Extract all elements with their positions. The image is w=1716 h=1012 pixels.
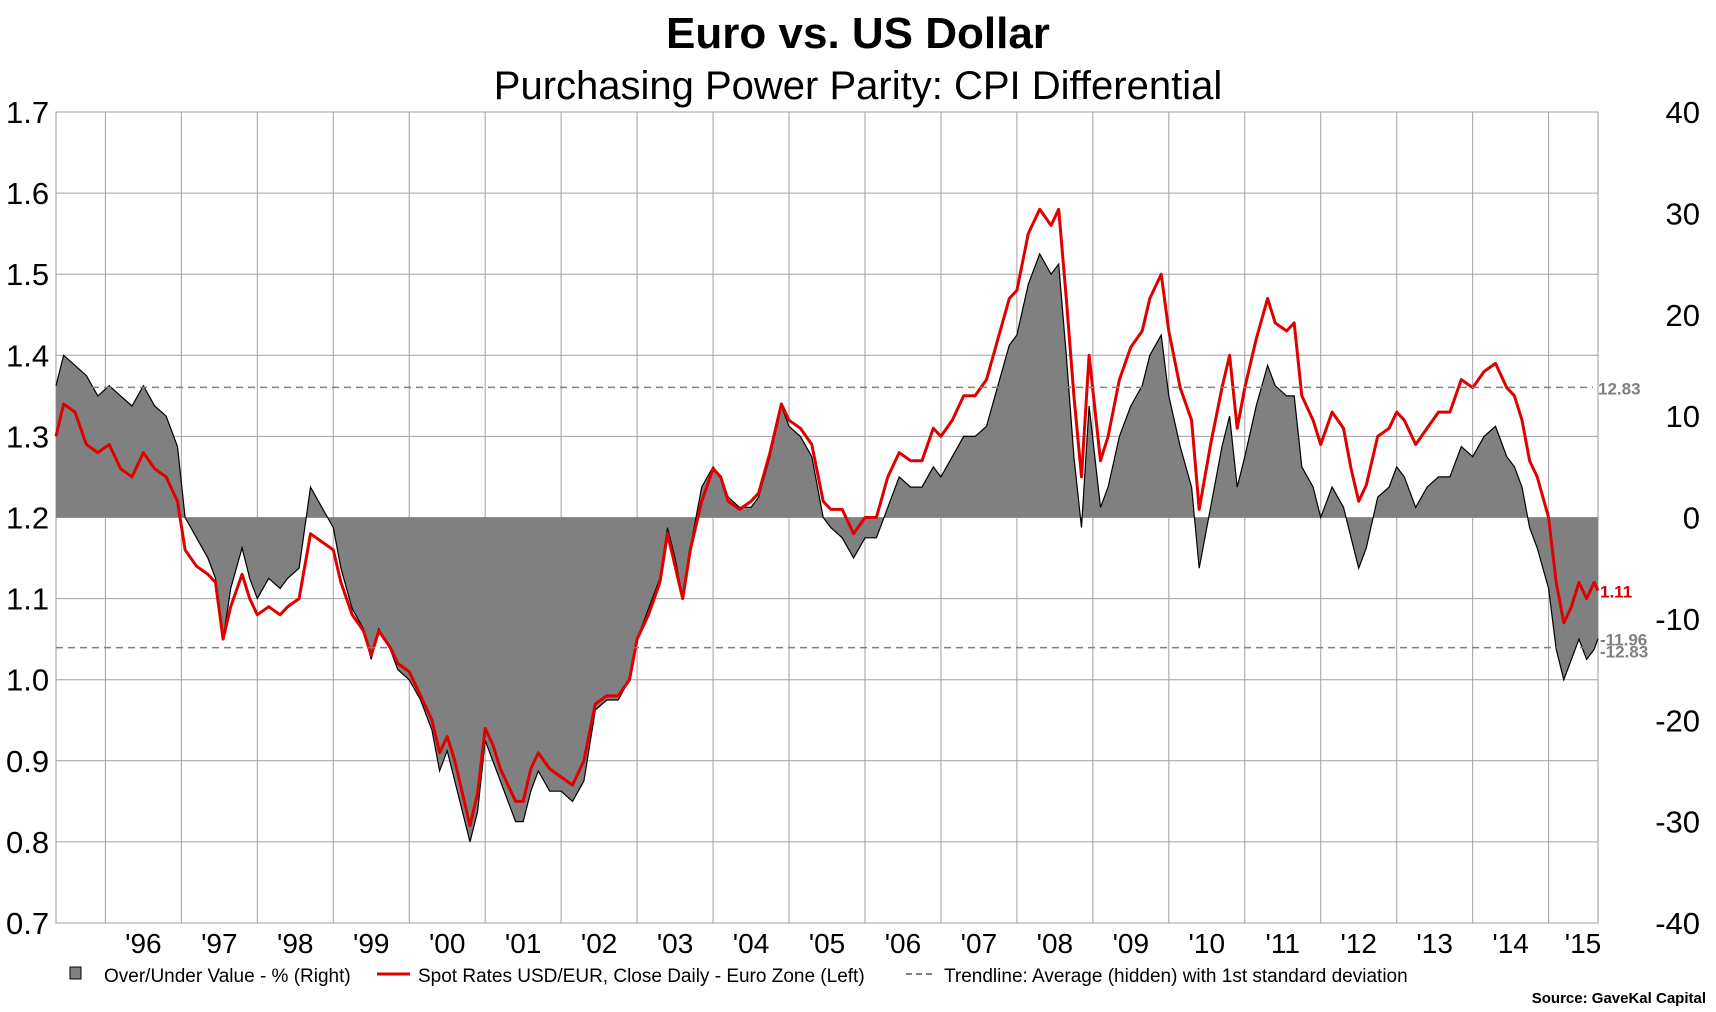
legend-label-over-under: Over/Under Value - % (Right): [104, 966, 351, 987]
x-axis-tick-label: '97: [201, 928, 238, 959]
right-axis-tick-label: -40: [1655, 906, 1700, 941]
chart-title: Euro vs. US Dollar: [666, 9, 1050, 58]
left-axis-ticks: 0.7 0.8 0.9 1.0 1.1 1.2 1.3 1.4 1.5 1.6 1.7: [6, 95, 49, 941]
x-axis-tick-label: '10: [1189, 928, 1226, 959]
x-axis-tick-label: '96: [125, 928, 162, 959]
left-axis-tick-label: 0.7: [6, 906, 49, 941]
right-axis-tick-label: 10: [1666, 399, 1700, 434]
left-axis-tick-label: 1.7: [6, 95, 49, 130]
right-axis-ticks: -40 -30 -20 -10 0 10 20 30 40: [1655, 95, 1700, 941]
x-axis-tick-label: '01: [505, 928, 542, 959]
left-axis-tick-label: 1.1: [6, 582, 49, 617]
x-axis-tick-label: '11: [1266, 928, 1300, 959]
right-axis-tick-label: 20: [1666, 298, 1700, 333]
right-axis-tick-label: -10: [1655, 602, 1700, 637]
left-axis-tick-label: 1.0: [6, 663, 49, 698]
left-axis-tick-label: 1.5: [6, 257, 49, 292]
x-axis-tick-label: '15: [1565, 928, 1602, 959]
spot-rate-line-layer: [54, 207, 1600, 828]
legend-label-spot-rate: Spot Rates USD/EUR, Close Daily - Euro Z…: [418, 966, 865, 987]
x-axis-tick-label: '00: [429, 928, 466, 959]
legend: Over/Under Value - % (Right) Spot Rates …: [69, 966, 1408, 987]
right-axis-tick-label: 40: [1666, 95, 1700, 130]
right-axis-tick-label: -30: [1655, 805, 1700, 840]
left-axis-tick-label: 1.6: [6, 176, 49, 211]
x-axis-tick-label: '98: [277, 928, 314, 959]
x-axis-tick-label: '08: [1037, 928, 1074, 959]
legend-swatch-area: [69, 966, 82, 980]
end-label: 1.11: [1600, 582, 1632, 601]
left-axis-tick-label: 1.3: [6, 419, 49, 454]
left-axis-tick-label: 0.8: [6, 825, 49, 860]
left-axis-tick-label: 0.9: [6, 744, 49, 779]
x-axis-tick-label: '13: [1416, 928, 1453, 959]
over-under-outline: [55, 252, 1599, 843]
over-under-area-layer: [55, 252, 1599, 843]
over-under-area: [56, 253, 1598, 842]
legend-item-over-under: Over/Under Value - % (Right): [69, 966, 351, 987]
x-axis-tick-label: '05: [809, 928, 846, 959]
x-axis-ticks: '96 '97 '98 '99 '00 '01 '02 '03 '04 '05 '06 '07 '08 '…: [125, 928, 1601, 959]
end-label: -12.83: [1600, 643, 1648, 662]
x-axis-tick-label: '14: [1492, 928, 1529, 959]
source-note: Source: GaveKal Capital: [1532, 990, 1706, 1007]
end-label: 12.83: [1598, 379, 1641, 398]
trendline-layer: [56, 386, 1593, 649]
chart-subtitle: Purchasing Power Parity: CPI Differentia…: [494, 64, 1222, 108]
x-axis-tick-label: '04: [733, 928, 770, 959]
legend-item-trendline: Trendline: Average (hidden) with 1st sta…: [906, 966, 1408, 987]
end-label: -11.96: [1600, 631, 1647, 650]
legend-label-trendline: Trendline: Average (hidden) with 1st sta…: [944, 966, 1408, 987]
x-axis-tick-label: '12: [1340, 928, 1377, 959]
left-axis-tick-label: 1.2: [6, 501, 49, 536]
x-axis-tick-label: '09: [1113, 928, 1150, 959]
spot-rate-line: [54, 207, 1600, 828]
x-axis-tick-label: '03: [657, 928, 694, 959]
left-axis-tick-label: 1.4: [6, 338, 49, 373]
x-axis-tick-label: '99: [353, 928, 390, 959]
x-axis-tick-label: '07: [961, 928, 998, 959]
x-axis-tick-label: '06: [885, 928, 922, 959]
right-axis-tick-label: -20: [1655, 703, 1700, 738]
x-axis-tick-label: '02: [581, 928, 618, 959]
right-axis-tick-label: 0: [1683, 501, 1700, 536]
legend-item-spot-rate: Spot Rates USD/EUR, Close Daily - Euro Z…: [377, 966, 865, 987]
end-value-labels: 1.11 -11.96-12.83 12.83: [1598, 379, 1648, 661]
right-axis-tick-label: 30: [1666, 196, 1700, 231]
